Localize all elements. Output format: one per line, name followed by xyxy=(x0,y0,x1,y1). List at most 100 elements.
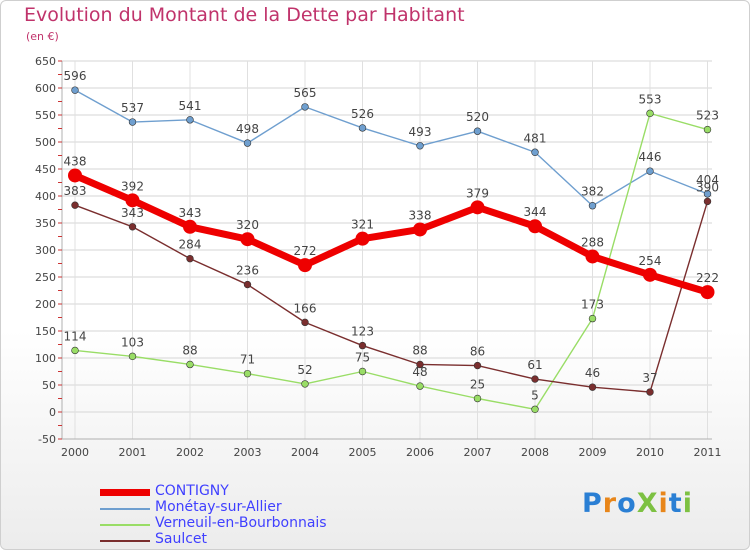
data-point xyxy=(68,168,82,183)
logo-letter: P xyxy=(582,488,603,519)
x-tick-label: 2006 xyxy=(406,446,434,459)
data-point xyxy=(243,280,252,289)
data-label: 344 xyxy=(524,205,547,219)
x-tick-label: 2007 xyxy=(464,446,492,459)
logo-letter: X xyxy=(636,488,659,519)
legend-item: Monétay-sur-Allier xyxy=(100,499,430,516)
logo-letter: i xyxy=(658,488,669,519)
data-point xyxy=(643,267,657,282)
data-point xyxy=(646,388,654,396)
series-line-1 xyxy=(74,89,709,207)
data-point xyxy=(71,86,79,94)
data-point xyxy=(301,103,309,111)
data-point xyxy=(473,394,482,403)
legend-label: Monétay-sur-Allier xyxy=(155,499,282,515)
data-label: 88 xyxy=(182,343,197,357)
data-point xyxy=(186,116,194,124)
legend-swatch xyxy=(100,508,150,510)
data-point xyxy=(416,382,424,390)
data-point xyxy=(71,201,79,209)
data-point xyxy=(301,318,309,327)
data-label: 320 xyxy=(236,218,259,232)
logo-letter: o xyxy=(617,488,637,519)
data-label: 343 xyxy=(179,206,202,220)
data-label: 75 xyxy=(355,351,370,365)
y-tick-label: 450 xyxy=(35,163,56,176)
chart-subtitle: (en €) xyxy=(26,30,59,43)
data-point xyxy=(585,249,600,264)
data-label: 553 xyxy=(639,92,662,106)
data-label: 166 xyxy=(294,301,317,315)
legend-label: Verneuil-en-Bourbonnais xyxy=(155,515,327,531)
data-label: 61 xyxy=(527,358,542,372)
data-label: 481 xyxy=(524,131,547,145)
legend-swatch xyxy=(100,540,150,542)
data-point xyxy=(470,200,485,215)
x-tick-label: 2011 xyxy=(694,446,722,459)
data-point xyxy=(473,361,482,370)
y-tick-label: 500 xyxy=(35,136,56,149)
y-tick-label: 150 xyxy=(35,325,56,338)
data-point xyxy=(531,148,539,156)
data-point xyxy=(416,142,424,150)
proxiti-logo: ProXiti xyxy=(582,488,693,519)
data-label: 37 xyxy=(642,371,657,385)
y-tick-label: 300 xyxy=(35,244,56,257)
logo-letter: i xyxy=(682,488,693,519)
x-tick-label: 2010 xyxy=(636,446,664,459)
data-label: 71 xyxy=(240,353,255,367)
data-point xyxy=(243,369,252,378)
data-label: 392 xyxy=(121,179,144,193)
data-point xyxy=(588,314,597,323)
x-tick-label: 2009 xyxy=(579,446,607,459)
y-tick-label: 350 xyxy=(35,217,56,230)
data-point xyxy=(298,258,312,273)
data-point xyxy=(128,223,137,231)
data-point xyxy=(128,118,137,126)
y-tick-label: 400 xyxy=(35,190,56,203)
x-tick-label: 2008 xyxy=(521,446,549,459)
data-label: 321 xyxy=(351,218,374,232)
data-label: 25 xyxy=(470,378,485,392)
data-label: 537 xyxy=(121,101,144,115)
data-point xyxy=(243,139,252,147)
data-point xyxy=(473,127,482,135)
data-label: 343 xyxy=(121,206,144,220)
data-point xyxy=(71,346,79,355)
data-label: 284 xyxy=(179,238,202,252)
logo-letter: r xyxy=(602,488,618,519)
data-point xyxy=(125,193,140,208)
series-line-0 xyxy=(71,171,711,296)
data-point xyxy=(358,124,367,132)
x-tick-label: 2003 xyxy=(234,446,262,459)
x-tick-label: 2001 xyxy=(119,446,147,459)
y-tick-label: -50 xyxy=(38,433,56,446)
data-label: 390 xyxy=(696,180,719,194)
y-tick-label: 250 xyxy=(35,271,56,284)
data-label: 526 xyxy=(351,107,374,121)
data-label: 382 xyxy=(581,185,604,199)
legend-item: CONTIGNY xyxy=(100,483,430,500)
data-point xyxy=(703,125,712,134)
x-tick-label: 2000 xyxy=(61,446,89,459)
data-point xyxy=(588,202,597,210)
data-label: 123 xyxy=(351,325,374,339)
data-point xyxy=(128,352,137,361)
data-point xyxy=(355,231,370,246)
legend-item: Verneuil-en-Bourbonnais xyxy=(100,515,430,532)
data-label: 541 xyxy=(179,99,202,113)
legend-item: Saulcet xyxy=(100,531,430,548)
legend-swatch xyxy=(100,489,150,496)
x-tick-label: 2002 xyxy=(176,446,204,459)
data-point xyxy=(183,219,197,234)
data-point xyxy=(646,167,654,175)
legend-label: CONTIGNY xyxy=(155,483,229,499)
y-tick-label: 200 xyxy=(35,298,56,311)
series-line-2 xyxy=(74,112,709,410)
data-label: 596 xyxy=(64,69,87,83)
chart-title: Evolution du Montant de la Dette par Hab… xyxy=(24,4,465,26)
data-label: 48 xyxy=(412,365,427,379)
data-label: 254 xyxy=(639,254,662,268)
data-point xyxy=(531,375,539,383)
